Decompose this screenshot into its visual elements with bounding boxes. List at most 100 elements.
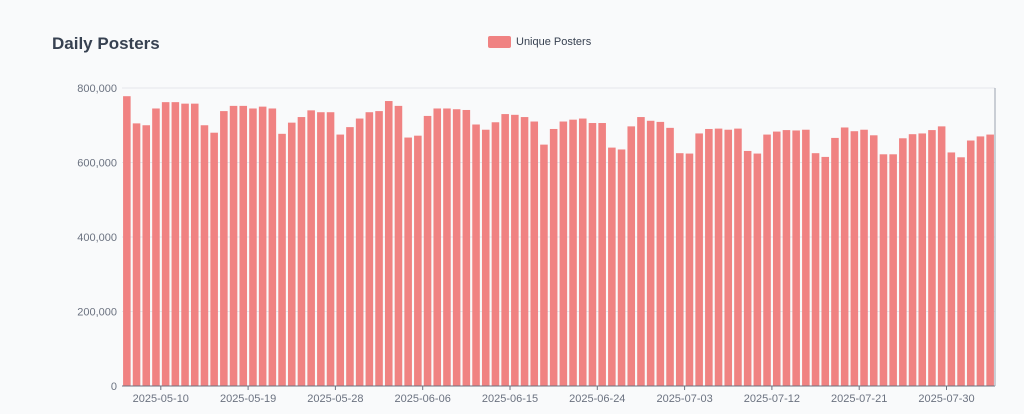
bar[interactable] (705, 128, 713, 386)
bar[interactable] (802, 129, 810, 386)
bar[interactable] (743, 150, 752, 386)
bar[interactable] (540, 144, 548, 386)
bar[interactable] (452, 109, 461, 387)
x-tick-label: 2025-06-15 (482, 393, 538, 405)
x-tick-label: 2025-05-10 (133, 393, 189, 405)
bar[interactable] (772, 131, 781, 386)
bar[interactable] (782, 130, 791, 386)
bar[interactable] (307, 110, 315, 386)
bar[interactable] (404, 137, 412, 386)
bar[interactable] (190, 103, 199, 387)
bar[interactable] (365, 112, 374, 387)
bar[interactable] (297, 117, 306, 387)
bar[interactable] (860, 129, 868, 386)
bar[interactable] (947, 152, 956, 386)
bar[interactable] (792, 130, 800, 386)
bar[interactable] (530, 121, 539, 387)
bar[interactable] (336, 134, 345, 386)
bar[interactable] (908, 134, 917, 386)
bar[interactable] (879, 154, 888, 386)
bar[interactable] (142, 125, 151, 386)
bar[interactable] (734, 128, 742, 387)
bar[interactable] (646, 120, 655, 386)
bar[interactable] (598, 123, 606, 386)
y-tick-label: 0 (111, 381, 117, 393)
bar[interactable] (986, 134, 994, 386)
bar[interactable] (937, 126, 946, 387)
bar[interactable] (976, 136, 985, 386)
bar[interactable] (326, 112, 335, 387)
bar[interactable] (869, 135, 878, 386)
bar[interactable] (200, 125, 209, 386)
bar[interactable] (724, 129, 733, 386)
bar[interactable] (462, 109, 471, 386)
bar[interactable] (617, 149, 626, 386)
bar[interactable] (588, 123, 597, 386)
bar[interactable] (278, 133, 286, 386)
bar[interactable] (899, 138, 907, 386)
bar[interactable] (695, 133, 703, 386)
bar[interactable] (549, 128, 558, 386)
bar[interactable] (821, 156, 830, 386)
bar[interactable] (753, 153, 762, 386)
bar[interactable] (132, 123, 141, 386)
bar[interactable] (268, 108, 277, 387)
bar[interactable] (433, 108, 442, 387)
bar[interactable] (831, 137, 839, 386)
bar[interactable] (966, 140, 975, 386)
bar[interactable] (666, 127, 674, 387)
bar[interactable] (346, 127, 354, 387)
bar[interactable] (384, 101, 393, 386)
x-tick-label: 2025-06-06 (395, 393, 451, 405)
bar[interactable] (840, 127, 849, 387)
bar[interactable] (317, 112, 325, 387)
bar[interactable] (675, 153, 684, 386)
bar[interactable] (258, 106, 267, 386)
bar[interactable] (210, 132, 218, 386)
bar[interactable] (287, 122, 296, 386)
bar[interactable] (578, 118, 587, 387)
bar[interactable] (928, 130, 936, 386)
bar[interactable] (171, 102, 180, 386)
grid-lines (122, 87, 995, 312)
bar[interactable] (491, 122, 500, 387)
bar[interactable] (957, 157, 965, 386)
bar[interactable] (229, 105, 238, 386)
y-tick-label: 400,000 (77, 232, 117, 244)
bar[interactable] (850, 131, 859, 386)
bar[interactable] (394, 105, 403, 386)
bar[interactable] (152, 108, 160, 387)
bar[interactable] (637, 117, 645, 387)
chart-title: Daily Posters (52, 34, 160, 53)
bar[interactable] (220, 111, 228, 386)
bar[interactable] (685, 153, 694, 386)
bar[interactable] (918, 133, 927, 386)
bar[interactable] (763, 134, 771, 386)
bar[interactable] (443, 108, 451, 387)
bar[interactable] (714, 128, 723, 387)
bar[interactable] (656, 121, 665, 387)
x-tick-label: 2025-07-21 (831, 393, 887, 405)
bar[interactable] (355, 118, 364, 387)
bar[interactable] (472, 124, 480, 386)
legend[interactable]: Unique Posters (488, 36, 591, 48)
bar[interactable] (161, 102, 170, 386)
bar[interactable] (511, 114, 519, 386)
bar[interactable] (501, 114, 509, 386)
bar[interactable] (239, 105, 248, 386)
bar[interactable] (559, 121, 568, 387)
bar[interactable] (811, 153, 820, 386)
bar[interactable] (520, 117, 529, 387)
bar[interactable] (414, 135, 422, 386)
bar[interactable] (608, 147, 616, 386)
bar[interactable] (249, 108, 257, 387)
bar[interactable] (375, 111, 383, 386)
bar[interactable] (569, 119, 577, 386)
bar[interactable] (889, 154, 897, 386)
bar[interactable] (181, 103, 189, 387)
bar[interactable] (481, 129, 490, 386)
bar[interactable] (123, 96, 131, 386)
bar[interactable] (627, 126, 636, 387)
bar[interactable] (423, 115, 432, 386)
